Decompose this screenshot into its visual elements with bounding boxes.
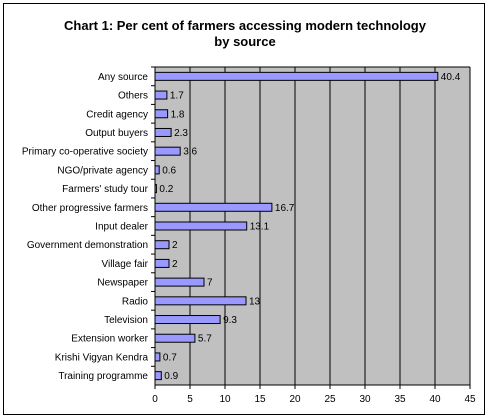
category-label: Primary co-operative society — [22, 147, 148, 158]
category-label: Village fair — [101, 259, 148, 270]
data-label: 2 — [172, 259, 178, 270]
bar — [154, 333, 196, 343]
bar — [154, 352, 161, 362]
data-label: 2.3 — [174, 128, 188, 139]
bar — [154, 315, 221, 325]
bar — [154, 202, 273, 212]
x-tick-label: 45 — [464, 394, 476, 405]
data-label: 0.7 — [163, 352, 177, 363]
bar — [154, 146, 181, 156]
bar — [154, 371, 162, 381]
x-axis-ticks: 0 5 10 15 20 25 30 35 40 45 — [152, 385, 476, 405]
x-tick-label: 35 — [394, 394, 406, 405]
chart-title: Chart 1: Per cent of farmers accessing m… — [64, 18, 426, 33]
data-label: 9.3 — [223, 315, 237, 326]
data-label: 3.6 — [183, 147, 197, 158]
bar — [154, 71, 439, 81]
bar — [154, 258, 170, 268]
bar — [154, 165, 160, 175]
category-label: Any source — [98, 72, 148, 83]
chart-subtitle: by source — [214, 34, 276, 49]
x-tick-label: 20 — [289, 394, 301, 405]
data-label: 0.2 — [159, 184, 173, 195]
data-label: 5.7 — [198, 334, 212, 345]
data-label: 13 — [249, 296, 261, 307]
data-label: 0.6 — [162, 165, 176, 176]
data-label: 16.7 — [275, 203, 295, 214]
category-label: Training programme — [58, 371, 148, 382]
data-label: 2 — [172, 240, 178, 251]
category-label: Newspaper — [97, 278, 148, 289]
x-tick-label: 10 — [219, 394, 231, 405]
data-label: 1.8 — [171, 109, 185, 120]
value-labels: 40.4 1.7 1.8 2.3 3.6 0.6 0.2 16.7 13.1 2 2 7 13 9.3 5.… — [159, 72, 460, 382]
category-label: Output buyers — [85, 128, 148, 139]
bar — [154, 296, 247, 306]
category-labels: Any source Others Credit agency Output buye… — [22, 66, 155, 382]
category-label: Farmers' study tour — [62, 184, 148, 195]
bar — [154, 127, 172, 137]
data-label: 7 — [207, 278, 213, 289]
category-label: Other progressive farmers — [32, 203, 148, 214]
bar — [154, 221, 248, 231]
bar — [154, 109, 169, 119]
data-label: 40.4 — [441, 72, 461, 83]
category-label: Radio — [122, 296, 149, 307]
x-tick-label: 5 — [187, 394, 193, 405]
category-label: Extension worker — [71, 334, 148, 345]
data-label: 0.9 — [164, 371, 178, 382]
x-tick-label: 40 — [429, 394, 441, 405]
bar — [154, 240, 170, 250]
category-label: Government demonstration — [27, 240, 148, 251]
category-label: NGO/private agency — [57, 165, 148, 176]
data-label: 1.7 — [170, 91, 184, 102]
category-label: Credit agency — [86, 109, 148, 120]
category-label: Krishi Vigyan Kendra — [55, 352, 149, 363]
category-label: Others — [118, 91, 148, 102]
x-tick-label: 25 — [324, 394, 336, 405]
bar — [154, 277, 205, 287]
bar — [154, 90, 168, 100]
data-label: 13.1 — [250, 222, 270, 233]
x-tick-label: 15 — [254, 394, 266, 405]
category-label: Television — [104, 315, 148, 326]
category-label: Input dealer — [95, 222, 148, 233]
x-tick-label: 0 — [152, 394, 158, 405]
x-tick-label: 30 — [359, 394, 371, 405]
